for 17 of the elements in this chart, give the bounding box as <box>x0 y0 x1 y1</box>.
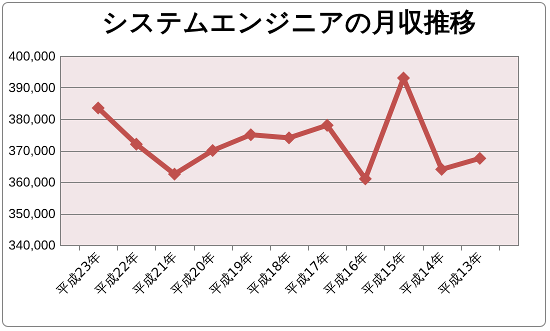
point <box>358 172 372 186</box>
y-tick-label: 360,000 <box>8 174 56 190</box>
point <box>168 168 182 181</box>
y-tick-label: 370,000 <box>8 143 56 158</box>
y-tick-label: 340,000 <box>8 238 56 252</box>
point <box>244 128 258 142</box>
y-tick-label: 350,000 <box>8 206 56 221</box>
chart-title: システムエンジニアの月収推移 <box>102 8 476 38</box>
point <box>92 101 105 114</box>
point <box>473 152 486 165</box>
point <box>206 144 220 158</box>
y-tick-label: 400,000 <box>8 48 56 64</box>
y-tick-label: 380,000 <box>8 112 56 126</box>
point <box>320 118 334 132</box>
point <box>130 138 143 151</box>
y-tick-label: 390,000 <box>8 80 56 95</box>
point <box>435 162 448 176</box>
